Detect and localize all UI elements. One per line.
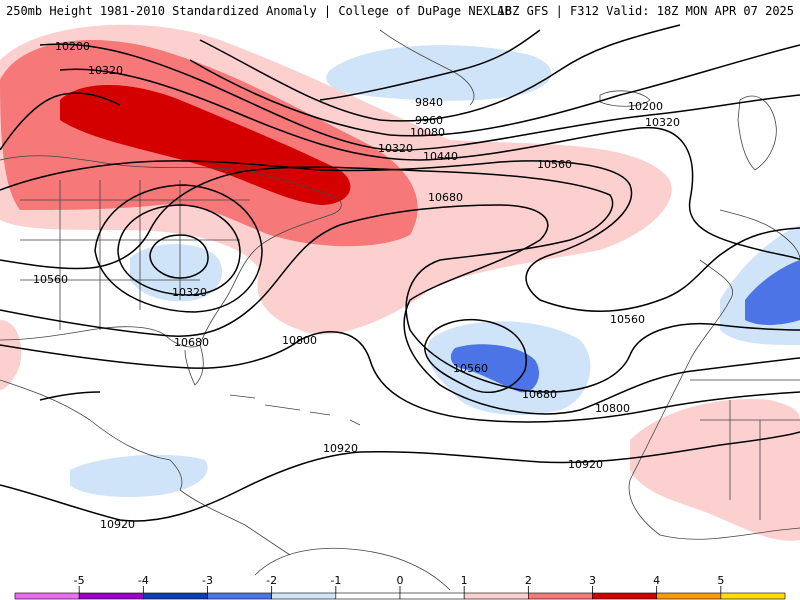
low-center-inner	[149, 234, 209, 279]
contour-label: 10440	[423, 150, 458, 163]
contour-label: 10560	[33, 273, 68, 286]
colorbar-tick-label: 4	[653, 574, 660, 587]
colorbar-tick-label: -3	[202, 574, 213, 587]
title-bar: 250mb Height 1981-2010 Standardized Anom…	[0, 0, 800, 22]
contour-10680	[0, 204, 800, 415]
british-isles-coast	[737, 95, 777, 171]
colorbar-ticks: -5 -4 -3 -2 -1 0 1 2 3 4 5	[74, 574, 724, 593]
low-center-mid	[117, 204, 241, 296]
contour-label: 10080	[410, 126, 445, 139]
contour-label: 10680	[428, 191, 463, 204]
negative-anomaly-greenland	[326, 45, 552, 101]
colorbar-cell	[14, 592, 80, 600]
florida-coast	[184, 344, 204, 386]
contour-10560	[0, 166, 800, 393]
contour-9960	[199, 24, 681, 122]
contour-10440	[0, 160, 800, 312]
model-valid-time: 18Z GFS | F312 Valid: 18Z MON APR 07 202…	[497, 4, 794, 18]
colorbar-cell	[78, 592, 144, 600]
caribbean-islands	[229, 394, 361, 426]
colorbar-cell	[592, 592, 657, 600]
contour-label: 10320	[378, 142, 413, 155]
colorbar-tick-label: 0	[397, 574, 404, 587]
anomaly-shading	[0, 24, 800, 541]
colorbar-tick-label: -4	[138, 574, 149, 587]
contour-label: 10800	[595, 402, 630, 415]
contour-label: 10320	[645, 116, 680, 129]
contour-10920-north	[39, 391, 101, 401]
atlantic-low-outer	[424, 319, 527, 393]
colorbar-tick-label: 5	[717, 574, 724, 587]
colorbar-cell	[271, 592, 337, 600]
contour-label: 10320	[88, 64, 123, 77]
south-america-coast	[254, 547, 451, 591]
contour-label: 10680	[174, 336, 209, 349]
contour-label: 9840	[415, 96, 443, 109]
negative-anomaly-iberia-2sd	[745, 260, 800, 325]
contour-9840	[319, 29, 541, 101]
contour-label: 10200	[55, 40, 90, 53]
contour-label: 10920	[568, 458, 603, 471]
colorbar-tick-label: 1	[461, 574, 468, 587]
coastlines	[0, 29, 800, 591]
positive-anomaly-pacific	[0, 320, 22, 390]
contour-label: 10920	[323, 442, 358, 455]
colorbar-cell	[720, 592, 786, 600]
colorbar-cell	[399, 592, 465, 600]
central-america-coast	[179, 489, 291, 556]
contour-labels: 10200 10320 9840 9960 10080 10200 10320 …	[33, 40, 680, 531]
colorbar-tick-label: 2	[525, 574, 532, 587]
colorbar-tick-label: -1	[330, 574, 341, 587]
height-contours	[0, 24, 800, 522]
map-title: 250mb Height 1981-2010 Standardized Anom…	[6, 4, 512, 18]
iceland-coast	[599, 90, 651, 107]
contour-10320	[59, 68, 800, 261]
colorbar-tick-label: -5	[74, 574, 85, 587]
negative-anomaly-us	[130, 244, 223, 302]
colorbar-cell	[528, 592, 593, 600]
colorbar-cell	[143, 592, 208, 600]
contour-10800	[0, 331, 800, 423]
colorbar-cell	[656, 592, 722, 600]
contour-10200	[39, 43, 800, 151]
contour-label: 10680	[522, 388, 557, 401]
low-center-outer	[94, 184, 263, 313]
colorbar-cell	[207, 592, 272, 600]
positive-anomaly-3sd	[60, 85, 351, 205]
positive-anomaly-africa	[630, 399, 800, 541]
colorbar-cell	[335, 592, 401, 600]
contour-label: 10320	[172, 286, 207, 299]
africa-country-borders	[690, 379, 800, 520]
colorbar-tick-label: -2	[266, 574, 277, 587]
colorbar-tick-label: 3	[589, 574, 596, 587]
greenland-coast	[379, 29, 475, 106]
negative-anomaly-caribbean	[70, 454, 208, 497]
contour-10320-west	[0, 92, 121, 151]
colorbar-cells	[14, 592, 786, 600]
contour-label: 10560	[453, 362, 488, 375]
contour-label: 10800	[282, 334, 317, 347]
contour-label: 10560	[610, 313, 645, 326]
map-area: 10200 10320 9840 9960 10080 10200 10320 …	[0, 24, 800, 591]
contour-label: 10560	[537, 158, 572, 171]
north-america-coast	[0, 155, 342, 348]
mexico-coast	[0, 379, 183, 491]
contour-10920	[0, 431, 800, 522]
contour-label: 9960	[415, 114, 443, 127]
contour-label: 10920	[100, 518, 135, 531]
anomaly-colorbar: -5 -4 -3 -2 -1 0 1 2 3 4 5	[14, 574, 786, 600]
colorbar-cell	[463, 592, 529, 600]
contour-label: 10200	[628, 100, 663, 113]
contour-10080	[189, 44, 800, 137]
